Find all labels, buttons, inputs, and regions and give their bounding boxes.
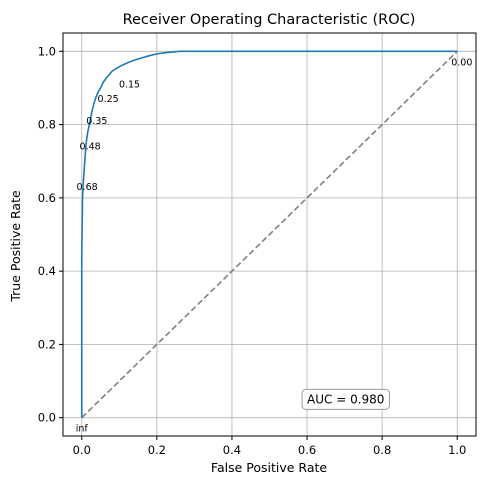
x-tick-label: 1.0 — [448, 443, 466, 457]
y-tick-label: 0.0 — [38, 411, 56, 425]
y-tick-label: 1.0 — [38, 44, 56, 58]
threshold-label: 0.15 — [119, 79, 140, 90]
plot-frame — [62, 32, 477, 437]
auc-annotation: AUC = 0.980 — [301, 388, 390, 410]
x-tick-label: 0.0 — [73, 443, 91, 457]
threshold-label: 0.00 — [451, 57, 472, 68]
y-tick-label: 0.4 — [38, 264, 56, 278]
threshold-label: 0.35 — [86, 116, 107, 127]
ticks: 0.0 0.2 0.4 0.6 0.8 1.0 0.0 0.2 0.4 0.6 0.8 1.0 — [38, 44, 467, 457]
threshold-label: 0.48 — [80, 142, 101, 153]
x-tick-label: 0.8 — [373, 443, 391, 457]
grid — [63, 33, 476, 436]
threshold-label: 0.68 — [77, 182, 98, 193]
threshold-label: inf — [76, 424, 89, 435]
x-tick-label: 0.2 — [148, 443, 166, 457]
y-tick-label: 0.2 — [38, 337, 56, 351]
y-tick-label: 0.6 — [38, 191, 56, 205]
y-axis-label: True Positive Rate — [8, 190, 23, 303]
threshold-label: 0.25 — [98, 94, 119, 105]
series-layer — [80, 50, 458, 419]
threshold-labels: inf 0.68 0.48 0.35 0.250.15 0.00 — [76, 57, 473, 434]
chance-diagonal-line — [81, 50, 458, 419]
x-tick-label: 0.6 — [298, 443, 316, 457]
auc-annotation-box — [301, 388, 390, 410]
chart-title: Receiver Operating Characteristic (ROC) — [123, 12, 416, 28]
auc-annotation-text: AUC = 0.980 — [307, 392, 384, 406]
x-axis-label: False Positive Rate — [211, 460, 327, 475]
roc-curve-line — [80, 50, 458, 418]
x-tick-label: 0.4 — [223, 443, 241, 457]
y-tick-label: 0.8 — [38, 118, 56, 132]
